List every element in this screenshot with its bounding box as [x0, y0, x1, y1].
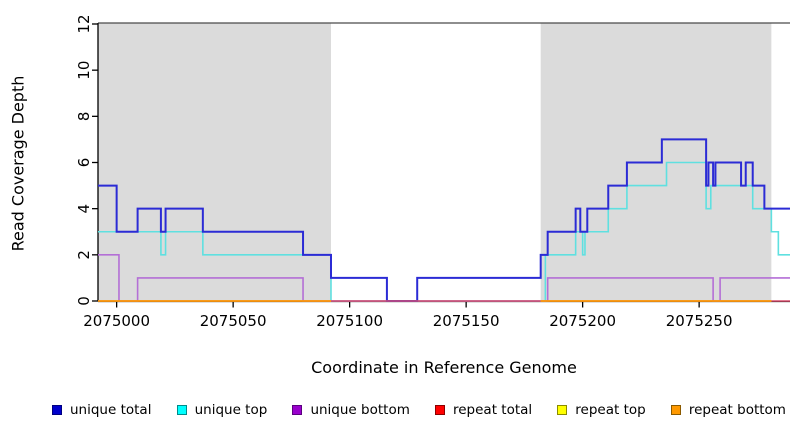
legend-label-unique-top: unique top — [194, 402, 268, 418]
unique-bottom-swatch-icon — [292, 405, 303, 415]
x-tick-label: 2075100 — [316, 312, 383, 330]
legend-item-unique-total: unique total — [52, 402, 151, 418]
y-tick-label: 0 — [75, 296, 93, 306]
y-axis-title: Read Coverage Depth — [8, 75, 28, 252]
repeat-bottom-swatch-icon — [670, 405, 681, 415]
legend-item-repeat-bottom: repeat bottom — [670, 402, 786, 418]
legend-label-unique-total: unique total — [70, 402, 152, 418]
repeat-top-swatch-icon — [557, 405, 568, 415]
repeat-total-swatch-icon — [434, 405, 445, 415]
x-tick-label: 2075200 — [549, 312, 616, 330]
x-axis-title-text: Coordinate in Reference Genome — [311, 358, 577, 377]
legend-label-unique-bottom: unique bottom — [310, 402, 410, 418]
x-tick-label: 2075000 — [83, 312, 150, 330]
series-unique-top — [98, 161, 790, 302]
legend-label-repeat-top: repeat top — [575, 402, 646, 418]
unique-top-swatch-icon — [176, 405, 187, 415]
legend-item-unique-bottom: unique bottom — [292, 402, 410, 418]
legend-label-repeat-bottom: repeat bottom — [688, 402, 786, 418]
series-unique-total — [98, 138, 790, 302]
x-tick-label: 2075050 — [200, 312, 267, 330]
legend-item-repeat-total: repeat total — [434, 402, 533, 418]
x-tick-label: 2075250 — [666, 312, 733, 330]
legend-item-unique-top: unique top — [176, 402, 268, 418]
y-tick-label: 2 — [75, 250, 93, 260]
legend-label-repeat-total: repeat total — [452, 402, 533, 418]
legend-item-repeat-top: repeat top — [557, 402, 646, 418]
y-tick-label: 8 — [75, 112, 93, 122]
x-tick-label: 2075150 — [433, 312, 500, 330]
unique-total-swatch-icon — [52, 405, 62, 415]
repeat-region-left — [98, 23, 331, 301]
x-axis-title: Coordinate in Reference Genome — [0, 358, 792, 377]
y-tick-label: 6 — [75, 158, 93, 168]
y-tick-label: 10 — [75, 61, 93, 80]
y-tick-label: 4 — [75, 204, 93, 214]
chart-legend: unique total unique top unique bottom repea… — [52, 398, 786, 422]
y-tick-label: 12 — [75, 14, 93, 33]
